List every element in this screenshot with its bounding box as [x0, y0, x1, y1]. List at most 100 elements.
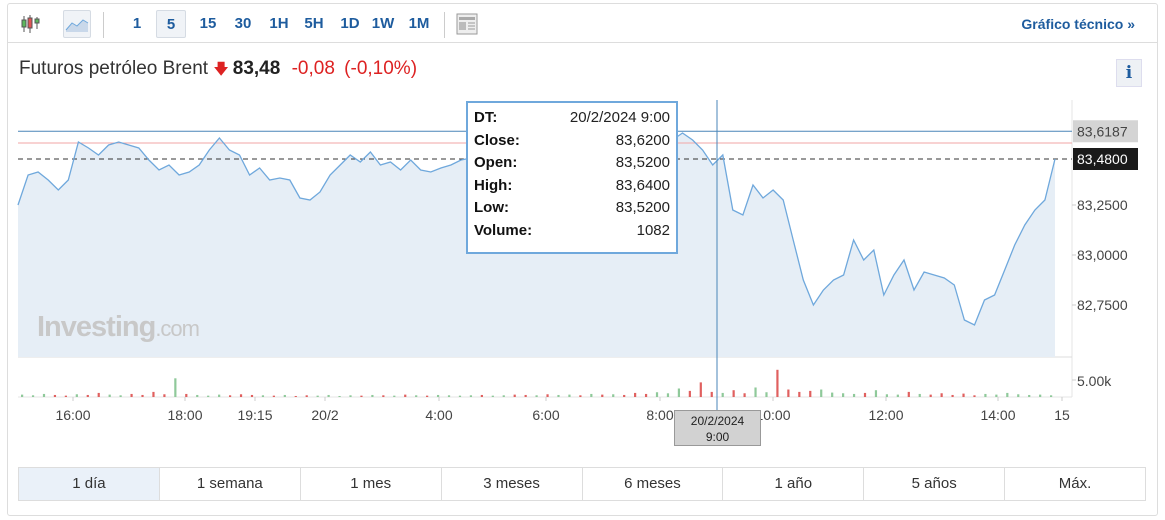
instrument-name: Futuros petróleo Brent [19, 58, 209, 79]
volume-bar [918, 393, 921, 397]
technical-chart-link[interactable]: Gráfico técnico » [1021, 16, 1135, 32]
range-6[interactable]: 5 años [864, 468, 1006, 500]
candlestick-icon[interactable] [18, 10, 44, 38]
volume-bar [601, 394, 604, 397]
tooltip-row: Open: 83,5200 [474, 154, 670, 177]
volume-bar [261, 395, 265, 397]
volume-bar [185, 393, 188, 397]
volume-bar [831, 392, 834, 397]
volume-bar [360, 395, 363, 397]
volume-bar [53, 394, 57, 397]
volume-bar [382, 395, 385, 397]
volume-bar [250, 394, 254, 397]
volume-bar [75, 394, 78, 397]
interval-1D[interactable]: 1D [340, 15, 360, 32]
volume-bar [491, 395, 494, 397]
volume-bar [721, 392, 724, 397]
tooltip-value: 83,5200 [615, 199, 670, 216]
interval-1W[interactable]: 1W [371, 15, 395, 32]
news-layout-icon[interactable] [455, 10, 479, 38]
volume-bar [524, 394, 527, 397]
investing-logo: Investing.com [37, 311, 200, 343]
volume-bar [1039, 394, 1042, 397]
volume-bar [787, 389, 790, 397]
range-2[interactable]: 1 mes [301, 468, 442, 500]
volume-bar [513, 394, 516, 397]
volume-bar [458, 395, 462, 397]
interval-1H[interactable]: 1H [269, 15, 289, 32]
volume-bar [327, 394, 330, 397]
volume-bar [666, 393, 670, 397]
volume-bar [743, 393, 746, 397]
volume-bar [119, 395, 122, 397]
y-tick-label: 83,0000 [1077, 247, 1128, 263]
interval-5H[interactable]: 5H [304, 15, 324, 32]
volume-bar [590, 393, 593, 397]
volume-bar [820, 389, 823, 397]
volume-bar [568, 394, 571, 397]
x-tick-label: 15 [1054, 407, 1070, 423]
volume-bar [196, 394, 199, 397]
price-change-percent: (-0,10%) [344, 58, 418, 79]
tooltip-key: Volume: [474, 221, 533, 239]
volume-bar [393, 395, 396, 397]
range-0[interactable]: 1 día [19, 468, 160, 500]
volume-bar [469, 395, 473, 397]
volume-bar [951, 394, 954, 397]
volume-bar [305, 395, 308, 397]
range-5[interactable]: 1 año [723, 468, 865, 500]
volume-bar [316, 395, 319, 397]
x-tick-label: 20/2 [311, 407, 338, 423]
last-price-badge [1073, 148, 1138, 170]
interval-1[interactable]: 1 [132, 15, 142, 32]
volume-bar [765, 392, 768, 397]
volume-bar [480, 394, 483, 397]
x-tick-label: 19:15 [237, 407, 272, 423]
volume-bar [294, 395, 297, 397]
range-4[interactable]: 6 meses [583, 468, 724, 500]
x-tick-label: 16:00 [55, 407, 90, 423]
tooltip-key: Open: [474, 154, 518, 171]
volume-bar [218, 394, 221, 397]
volume-bar [612, 394, 615, 397]
volume-bar [995, 394, 998, 397]
interval-30[interactable]: 30 [234, 15, 252, 32]
crosshair-time-label: 20/2/2024 9:00 [674, 410, 761, 446]
volume-bar [21, 394, 24, 397]
arrow-down-icon: 🡇 [213, 61, 229, 78]
volume-bar [108, 394, 111, 397]
volume-bar [239, 394, 243, 397]
volume-bar [1017, 394, 1020, 397]
volume-bar [436, 394, 440, 397]
range-1[interactable]: 1 semana [160, 468, 301, 500]
tooltip-row: Volume: 1082 [474, 222, 670, 245]
volume-bar [623, 394, 626, 397]
volume-bar [754, 387, 757, 397]
volume-bar [207, 395, 210, 397]
interval-1M[interactable]: 1M [408, 15, 430, 32]
x-tick-label: 18:00 [167, 407, 202, 423]
instrument-header: Futuros petróleo Brent 🡇 83,48 -0,08 (-0,… [19, 58, 417, 84]
volume-bar [404, 394, 407, 397]
volume-bar [852, 393, 856, 397]
volume-bar [634, 392, 637, 397]
tooltip-key: High: [474, 176, 513, 194]
x-tick-label: 14:00 [980, 407, 1015, 423]
volume-bar [86, 394, 89, 397]
tooltip-value: 1082 [636, 221, 670, 239]
area-chart-icon[interactable] [63, 10, 91, 38]
range-7[interactable]: Máx. [1058, 475, 1092, 492]
volume-bar [272, 395, 275, 397]
range-3[interactable]: 3 meses [442, 468, 583, 500]
volume-bar [163, 394, 166, 397]
volume-bar [97, 392, 100, 397]
interval-15[interactable]: 15 [199, 15, 217, 32]
interval-5[interactable]: 5 [156, 10, 186, 38]
volume-bar [338, 395, 341, 397]
volume-bar [677, 388, 681, 397]
volume-bar [885, 394, 888, 397]
volume-bar [535, 395, 538, 397]
volume-bar [415, 395, 418, 397]
info-button[interactable]: i [1116, 59, 1142, 87]
volume-bar [863, 392, 867, 397]
